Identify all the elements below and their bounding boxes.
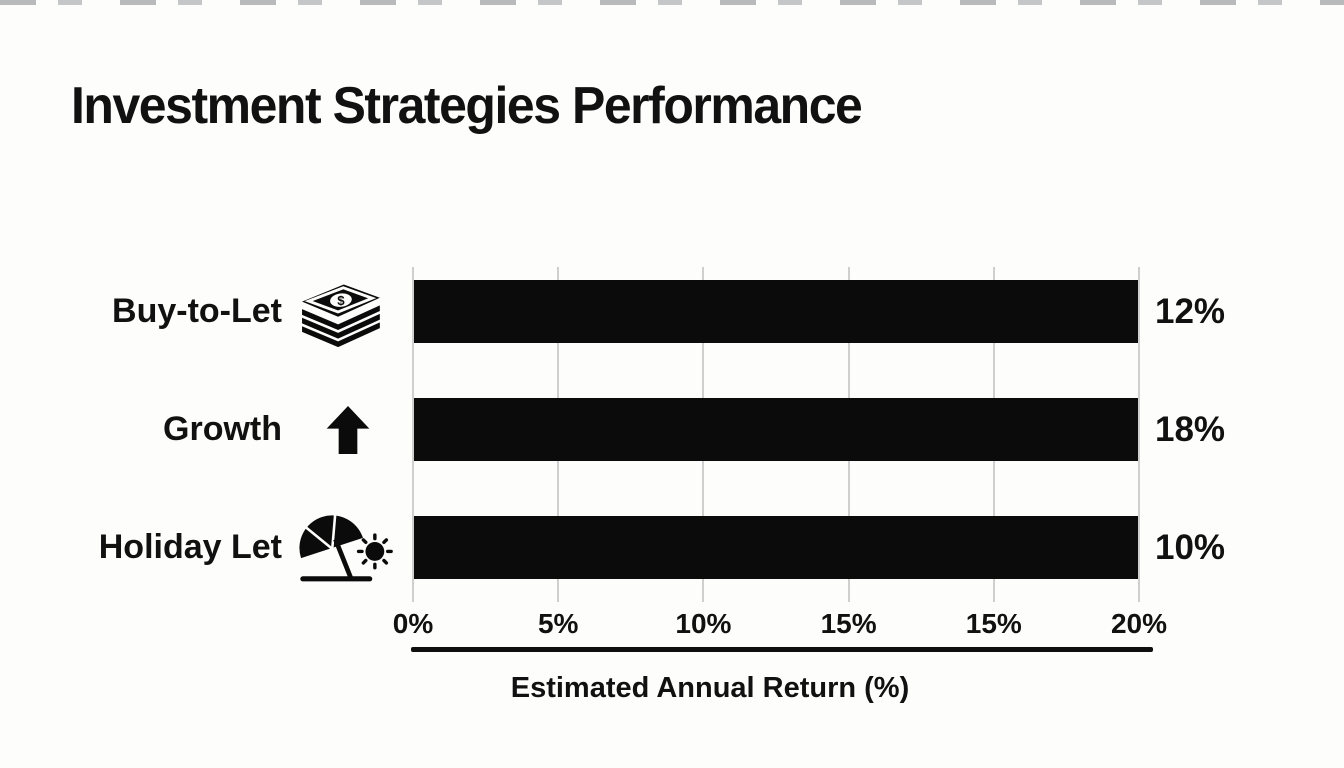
x-axis-line xyxy=(411,647,1153,652)
x-tick-3: 15% xyxy=(820,608,877,639)
x-tick-1: 5% xyxy=(537,608,579,639)
beach-umbrella-sun-icon xyxy=(294,512,398,581)
x-tick-0: 0% xyxy=(392,608,434,639)
value-label-buy-to-let: 12% xyxy=(1155,291,1226,331)
gridline-0 xyxy=(412,267,414,602)
money-stack-icon: $ xyxy=(294,280,398,347)
bar-growth xyxy=(414,398,1138,461)
x-tick-2: 10% xyxy=(675,608,732,639)
up-arrow-icon xyxy=(294,398,398,461)
x-axis-tick-row: 0% 5% 10% 15% 15% 20% xyxy=(393,608,1167,642)
gridline-5 xyxy=(1138,267,1140,602)
plot-area xyxy=(412,267,1140,602)
value-label-growth: 18% xyxy=(1155,409,1226,449)
top-edge-artifact xyxy=(0,0,1344,5)
category-label-holiday-let: Holiday Let xyxy=(98,528,282,566)
value-label-holiday-let: 10% xyxy=(1155,527,1226,567)
x-tick-4: 15% xyxy=(965,608,1022,639)
bar-buy-to-let xyxy=(414,280,1138,343)
svg-text:$: $ xyxy=(337,292,345,307)
category-label-growth: Growth xyxy=(163,410,282,448)
chart-title: Investment Strategies Performance xyxy=(71,77,863,135)
category-label-buy-to-let: Buy-to-Let xyxy=(112,292,282,330)
x-tick-5: 20% xyxy=(1110,608,1168,639)
x-axis-title: Estimated Annual Return (%) xyxy=(510,672,910,704)
bar-holiday-let xyxy=(414,516,1138,579)
